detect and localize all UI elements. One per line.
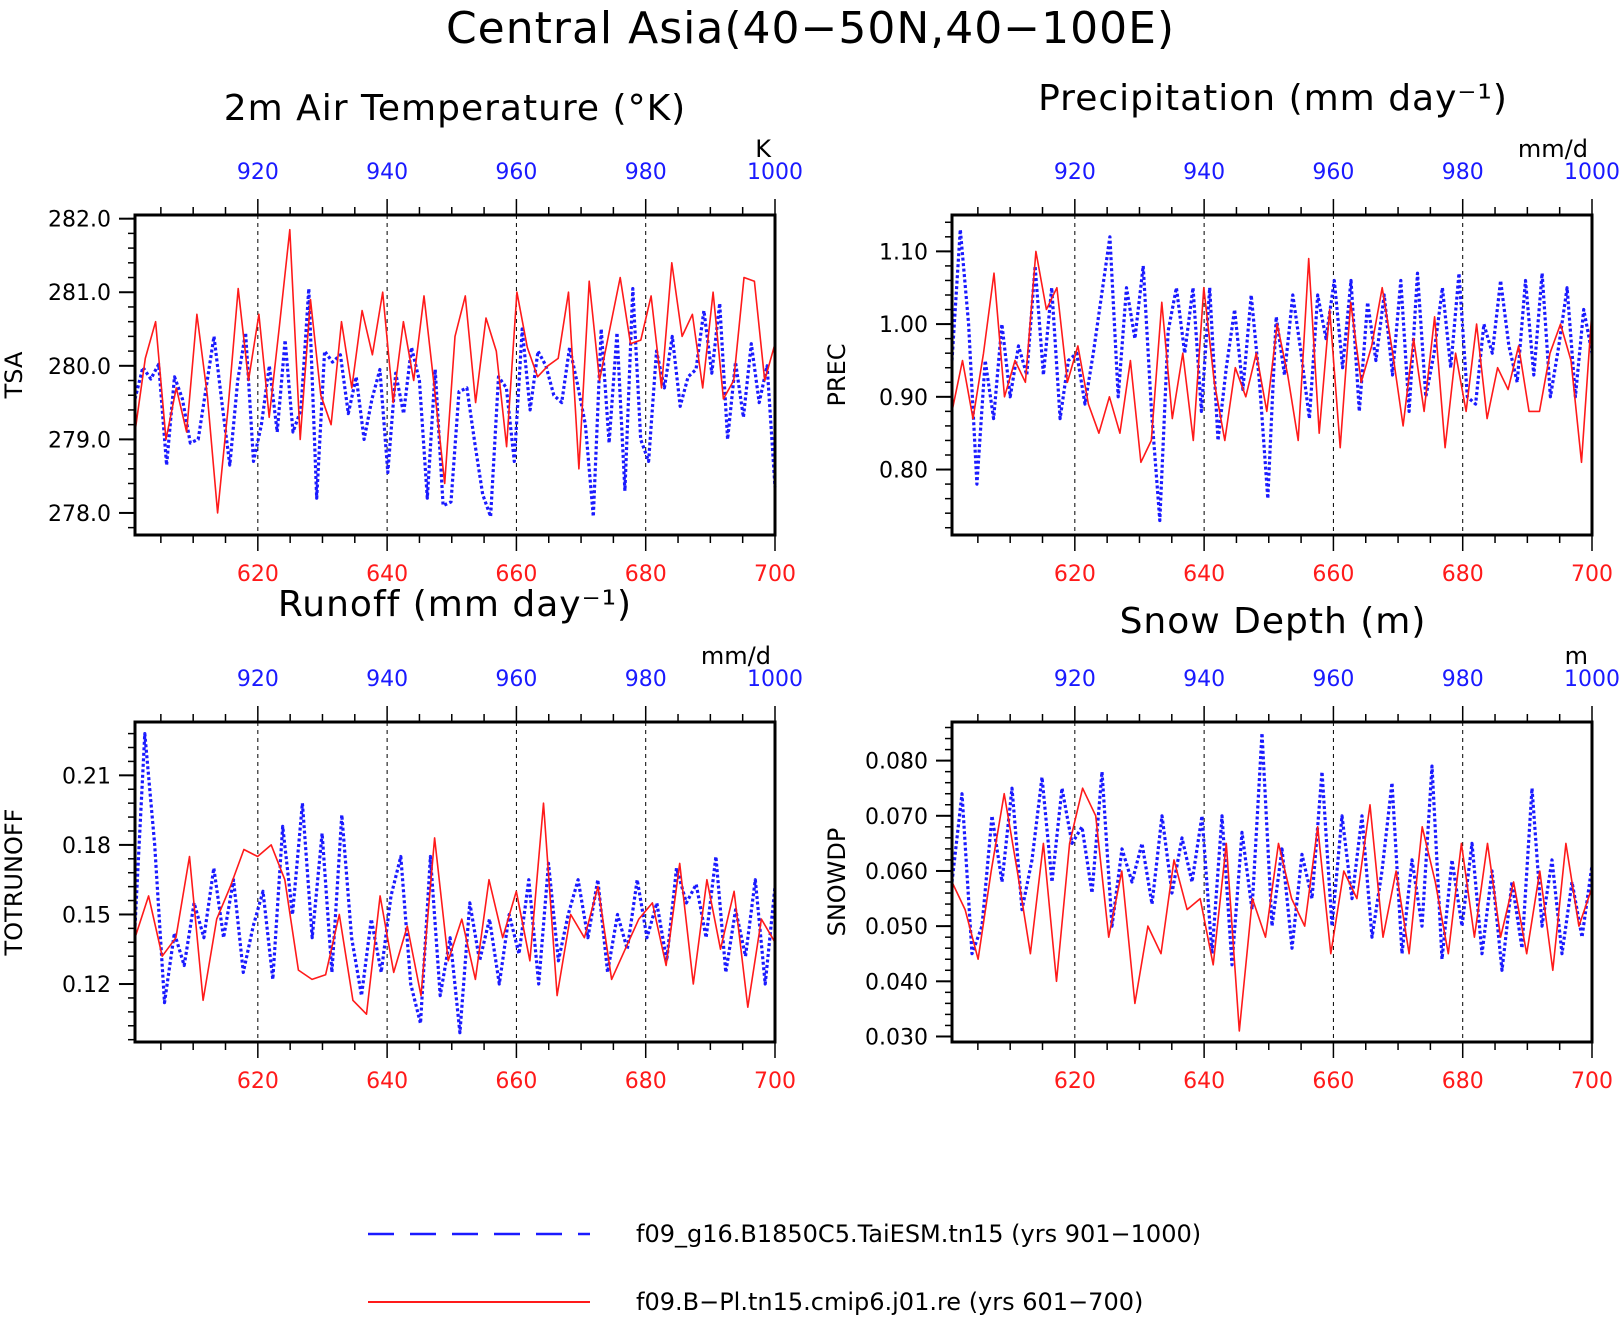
panel-title: 2m Air Temperature (°K) [224, 88, 686, 129]
x-top-tick-label: 1000 [1564, 667, 1620, 692]
y-tick-label: 0.12 [62, 973, 111, 998]
x-bottom-tick-label: 640 [366, 1069, 408, 1094]
legend-label-blue: f09_g16.B1850C5.TaiESM.tn15 (yrs 901−100… [636, 1220, 1201, 1248]
panel-title: Precipitation (mm day⁻¹) [1038, 78, 1508, 119]
legend: f09_g16.B1850C5.TaiESM.tn15 (yrs 901−100… [368, 1220, 1201, 1316]
series-line-red [951, 787, 1593, 1032]
x-bottom-tick-label: 640 [1183, 562, 1225, 587]
x-top-tick-label: 940 [1183, 667, 1225, 692]
x-bottom-tick-label: 700 [754, 1069, 796, 1094]
y-axis-label: PREC [823, 343, 851, 406]
x-top-tick-label: 980 [625, 160, 667, 185]
x-top-tick-label: 980 [625, 667, 667, 692]
x-bottom-tick-label: 620 [237, 562, 279, 587]
x-top-tick-label: 1000 [747, 160, 803, 185]
y-tick-label: 0.070 [865, 805, 928, 830]
plot-frame [133, 720, 777, 1044]
y-tick-label: 278.0 [48, 502, 111, 527]
x-top-tick-label: 920 [237, 160, 279, 185]
y-tick-label: 0.080 [865, 750, 928, 775]
x-top-tick-label: 960 [495, 160, 537, 185]
x-bottom-tick-label: 700 [754, 562, 796, 587]
unit-label: mm/d [1518, 135, 1588, 163]
x-bottom-tick-label: 640 [1183, 1069, 1225, 1094]
x-bottom-tick-label: 660 [1312, 1069, 1354, 1094]
plot-frame [950, 720, 1594, 1044]
x-top-tick-label: 1000 [1564, 160, 1620, 185]
series-line-blue [950, 227, 1594, 523]
y-tick-label: 281.0 [48, 281, 111, 306]
y-tick-label: 279.0 [48, 428, 111, 453]
unit-label: K [755, 135, 772, 163]
y-tick-label: 0.15 [62, 903, 111, 928]
y-tick-label: 0.040 [865, 970, 928, 995]
panels: 2m Air Temperature (°K) 282.0 281.0 280.0 27… [0, 78, 1620, 1094]
x-bottom-tick-label: 620 [1054, 562, 1096, 587]
x-bottom-tick-label: 700 [1571, 1069, 1613, 1094]
series-line-red [134, 802, 776, 1016]
x-top-tick-label: 980 [1442, 160, 1484, 185]
x-bottom-tick-label: 680 [625, 1069, 667, 1094]
y-tick-label: 0.80 [879, 459, 928, 484]
y-tick-label: 0.21 [62, 764, 111, 789]
y-tick-label: 1.00 [879, 313, 928, 338]
x-top-tick-label: 1000 [747, 667, 803, 692]
x-bottom-tick-label: 640 [366, 562, 408, 587]
series-line-red [951, 250, 1593, 464]
panel-prec: Precipitation (mm day⁻¹) 1.10 1.00 0.90 0.80… [823, 78, 1620, 587]
series-line-blue [133, 287, 777, 519]
unit-label: m [1565, 642, 1588, 670]
x-bottom-tick-label: 620 [1054, 1069, 1096, 1094]
plot-frame [133, 213, 777, 537]
y-axis-label: SNOWDP [823, 828, 851, 937]
panel-title: Runoff (mm day⁻¹) [278, 584, 632, 625]
x-bottom-tick-label: 680 [625, 562, 667, 587]
series-line-red [134, 228, 776, 514]
y-axis-label: TOTRUNOFF [0, 809, 28, 957]
x-bottom-tick-label: 620 [237, 1069, 279, 1094]
y-tick-label: 282.0 [48, 208, 111, 233]
y-tick-label: 280.0 [48, 355, 111, 380]
x-bottom-tick-label: 680 [1442, 1069, 1484, 1094]
y-axis-label: TSA [0, 351, 28, 399]
x-bottom-tick-label: 660 [495, 562, 537, 587]
x-top-tick-label: 940 [366, 160, 408, 185]
y-tick-label: 0.060 [865, 860, 928, 885]
x-top-tick-label: 940 [366, 667, 408, 692]
x-top-tick-label: 960 [1312, 160, 1354, 185]
x-top-tick-label: 960 [1312, 667, 1354, 692]
x-top-tick-label: 920 [1054, 160, 1096, 185]
x-top-tick-label: 940 [1183, 160, 1225, 185]
panel-title: Snow Depth (m) [1120, 601, 1427, 642]
x-top-tick-label: 920 [1054, 667, 1096, 692]
panel-snowdp: Snow Depth (m) 0.080 0.070 0.060 0.050 0.040 0… [823, 601, 1620, 1094]
figure-title: Central Asia(40−50N,40−100E) [445, 3, 1176, 54]
x-bottom-tick-label: 660 [495, 1069, 537, 1094]
plot-frame [950, 213, 1594, 537]
y-tick-label: 1.10 [879, 240, 928, 265]
y-tick-label: 0.90 [879, 386, 928, 411]
x-top-tick-label: 960 [495, 667, 537, 692]
legend-label-red: f09.B−Pl.tn15.cmip6.j01.re (yrs 601−700) [636, 1288, 1143, 1316]
x-top-tick-label: 920 [237, 667, 279, 692]
y-tick-label: 0.050 [865, 915, 928, 940]
x-bottom-tick-label: 660 [1312, 562, 1354, 587]
panel-totrunoff: Runoff (mm day⁻¹) 0.21 0.18 0.15 0.12 620 640 6… [0, 584, 803, 1094]
panel-tsa: 2m Air Temperature (°K) 282.0 281.0 280.0 27… [0, 88, 803, 587]
unit-label: mm/d [701, 642, 771, 670]
series-line-blue [950, 731, 1594, 972]
y-tick-label: 0.18 [62, 834, 111, 859]
x-bottom-tick-label: 680 [1442, 562, 1484, 587]
x-bottom-tick-label: 700 [1571, 562, 1613, 587]
y-tick-label: 0.030 [865, 1025, 928, 1050]
x-top-tick-label: 980 [1442, 667, 1484, 692]
